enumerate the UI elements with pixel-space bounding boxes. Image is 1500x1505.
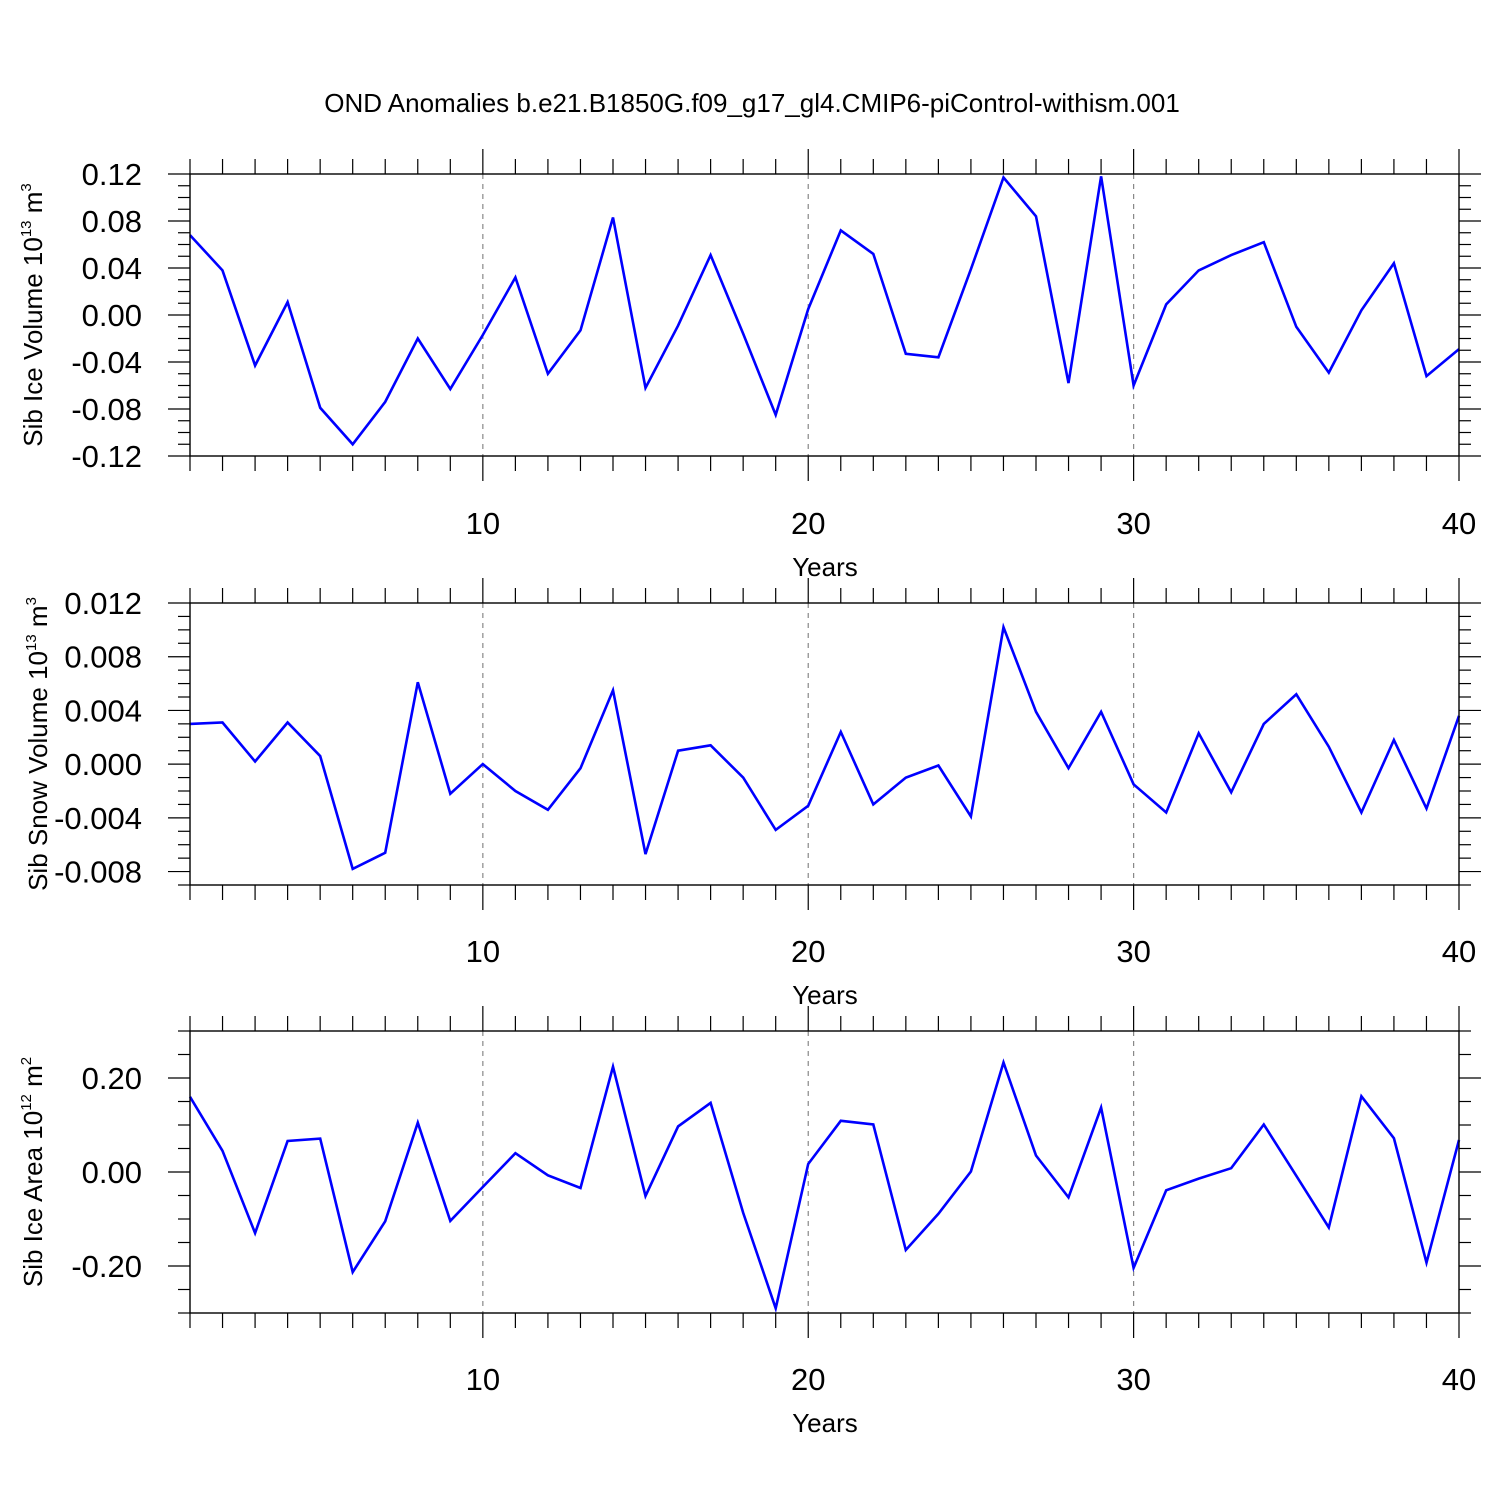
x-tick-label: 10	[466, 934, 500, 969]
y-tick-label: 0.08	[82, 204, 142, 239]
x-axis-label: Years	[792, 980, 858, 1010]
y-axis-label-main: Sib Ice Area 10	[18, 1111, 48, 1287]
y-tick-label: 0.12	[82, 157, 142, 192]
y-axis-label-unit: m	[18, 192, 48, 221]
y-tick-label: -0.12	[71, 439, 142, 474]
y-axis-label-main: Sib Snow Volume 10	[23, 651, 53, 891]
y-axis-label-unit: m	[18, 1065, 48, 1094]
series-line	[189, 622, 1461, 871]
y-tick-label: -0.08	[71, 392, 142, 427]
y-tick-label: 0.012	[64, 586, 142, 621]
y-axis-label-main: Sib Ice Volume 10	[18, 237, 48, 447]
x-tick-label: 20	[791, 1362, 825, 1397]
x-tick-label: 30	[1116, 1362, 1150, 1397]
y-tick-label: -0.008	[54, 855, 142, 890]
y-axis-label-unit-sup: 3	[18, 183, 35, 191]
chart-panel-2: -0.008 -0.004 0.000 0.004 0.008 0.012 10 20 30 40…	[23, 578, 1481, 1010]
y-axis-label: Sib Ice Area 1012 m2	[18, 1057, 48, 1287]
chart-title: OND Anomalies b.e21.B1850G.f09_g17_gl4.C…	[324, 88, 1180, 118]
x-tick-label: 30	[1116, 934, 1150, 969]
x-tick-label: 20	[791, 506, 825, 541]
x-axis-label: Years	[792, 552, 858, 582]
y-tick-label: -0.20	[71, 1249, 142, 1284]
y-tick-label: 0.00	[82, 1155, 142, 1190]
x-tick-label: 30	[1116, 506, 1150, 541]
y-tick-label: -0.04	[71, 345, 142, 380]
plot-frame	[189, 602, 1460, 886]
series-line	[189, 174, 1460, 447]
y-axis-label-unit: m	[23, 605, 53, 634]
y-tick-label: 0.04	[82, 251, 142, 286]
y-tick-label: -0.004	[54, 801, 142, 836]
series-line	[188, 1058, 1461, 1314]
y-tick-label: 0.000	[64, 747, 142, 782]
x-tick-label: 10	[466, 506, 500, 541]
y-tick-label: 0.004	[64, 693, 142, 728]
x-tick-label: 40	[1442, 934, 1476, 969]
x-tick-label: 10	[466, 1362, 500, 1397]
x-tick-label: 40	[1442, 506, 1476, 541]
chart-panel-3: -0.20 0.00 0.20 10 20 30 40 Years Sib Ice Area 1…	[18, 1006, 1481, 1438]
plot-frame	[189, 1030, 1460, 1314]
x-axis-label: Years	[792, 1408, 858, 1438]
y-axis-label-unit-sup: 2	[18, 1057, 35, 1065]
y-tick-label: 0.20	[82, 1061, 142, 1096]
y-tick-label: 0.008	[64, 640, 142, 675]
y-axis-label-unit-sup: 3	[23, 597, 40, 605]
y-axis-label: Sib Ice Volume 1013 m3	[18, 183, 48, 447]
y-axis-label-sup: 13	[18, 220, 35, 237]
y-axis-label: Sib Snow Volume 1013 m3	[23, 597, 53, 891]
y-axis-label-sup: 13	[23, 634, 40, 651]
x-tick-label: 20	[791, 934, 825, 969]
plot-frame	[189, 173, 1460, 457]
y-tick-label: 0.00	[82, 298, 142, 333]
y-axis-label-sup: 12	[18, 1094, 35, 1111]
chart-panel-1: -0.12 -0.08 -0.04 0.00 0.04 0.08 0.12 10 20 30 40 Y…	[18, 149, 1481, 582]
x-tick-label: 40	[1442, 1362, 1476, 1397]
